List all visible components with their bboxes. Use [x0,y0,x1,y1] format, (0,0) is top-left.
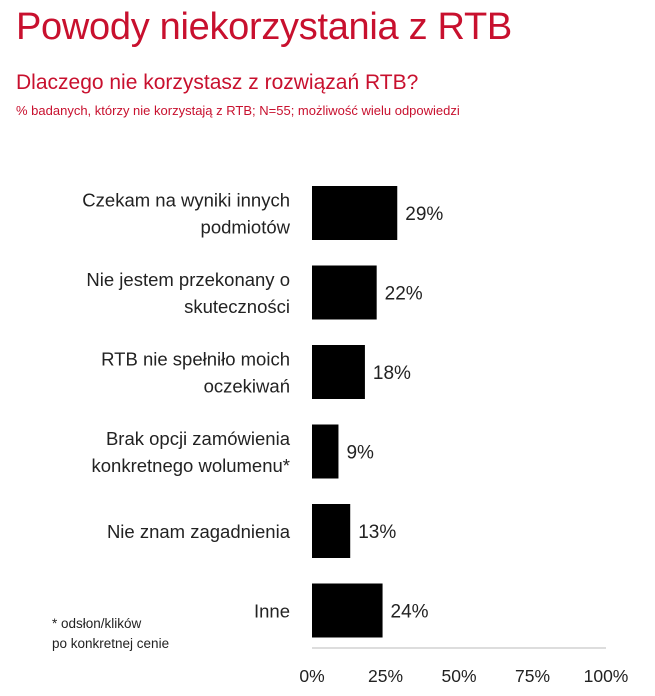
x-tick-label-1: 0% [299,666,324,686]
footnote-line-1: * odsłon/klików [52,616,142,631]
bar-6 [312,583,383,638]
bar-3 [312,345,365,399]
value-label-4: 9% [346,443,374,464]
x-tick-label-5: 100% [584,666,629,686]
value-label-1: 29% [405,204,443,225]
category-label-2-line-1: Nie jestem przekonany o [86,269,290,290]
category-label-5-line-1: Nie znam zagadnienia [107,521,291,542]
survey-note: % badanych, którzy nie korzystają z RTB;… [16,103,460,118]
category-label-1-line-2: podmiotów [201,217,291,238]
footnote: * odsłon/klików po konkretnej cenie [52,614,169,654]
bar-1 [312,186,398,240]
category-label-3-line-2: oczekiwań [204,376,290,397]
category-label-1-line-1: Czekam na wyniki innych [82,190,290,211]
category-label-4-line-2: konkretnego wolumenu* [92,455,291,476]
value-label-6: 24% [391,602,429,623]
bar-2 [312,265,377,320]
value-label-5: 13% [358,522,396,543]
category-label-3-line-1: RTB nie spełniło moich [101,349,290,370]
chart-question: Dlaczego nie korzystasz z rozwiązań RTB? [16,71,419,94]
value-label-2: 22% [385,284,423,305]
x-tick-label-4: 75% [515,666,550,686]
bar-5 [312,504,351,558]
value-label-3: 18% [373,363,411,384]
bar-4 [312,424,339,479]
footnote-line-2: po konkretnej cenie [52,636,170,651]
category-label-6-line-1: Inne [254,601,290,622]
x-tick-label-2: 25% [368,666,403,686]
x-tick-label-3: 50% [441,666,476,686]
page-title: Powody niekorzystania z RTB [16,6,512,48]
category-label-4-line-1: Brak opcji zamówienia [106,428,291,449]
category-label-2-line-2: skuteczności [184,296,290,317]
